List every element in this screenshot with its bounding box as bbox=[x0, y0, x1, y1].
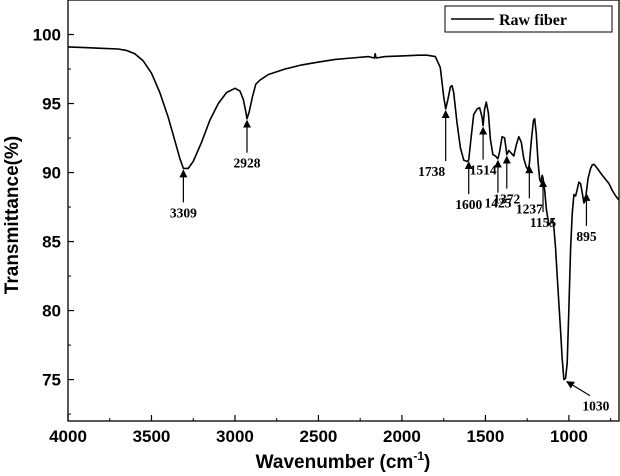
x-axis-title-sup: -1 bbox=[413, 449, 424, 463]
x-tick-label-1500: 1500 bbox=[467, 427, 505, 446]
peak-2928-label: 2928 bbox=[233, 156, 260, 171]
x-axis: 4000 3500 3000 2500 2000 1500 1000 bbox=[49, 415, 612, 446]
x-axis-title-main: Wavenumber (cm bbox=[256, 452, 414, 473]
peak-1237-label: 1237 bbox=[516, 201, 543, 216]
x-tick-label-1000: 1000 bbox=[550, 427, 588, 446]
peak-895-label: 895 bbox=[576, 229, 597, 244]
y-axis: 75 80 85 90 95 100 bbox=[33, 26, 74, 415]
plot-area bbox=[67, 0, 620, 422]
peak-1030-label: 1030 bbox=[582, 399, 609, 414]
y-axis-title: Transmittance(%) bbox=[2, 136, 23, 294]
peak-1425-label: 1425 bbox=[484, 196, 511, 211]
x-axis-title: Wavenumber (cm-1) bbox=[256, 449, 431, 473]
peak-1600-label: 1600 bbox=[455, 197, 482, 212]
peak-1514-label: 1514 bbox=[470, 163, 497, 178]
peak-1372-label: 1372 bbox=[493, 192, 520, 207]
peak-1738-label: 1738 bbox=[418, 164, 445, 179]
y-tick-label-95: 95 bbox=[42, 95, 61, 114]
x-tick-label-4000: 4000 bbox=[49, 427, 87, 446]
legend: Raw fiber bbox=[444, 5, 613, 33]
y-tick-label-100: 100 bbox=[33, 26, 61, 45]
y-tick-label-85: 85 bbox=[42, 233, 61, 252]
x-tick-label-2500: 2500 bbox=[300, 427, 338, 446]
peak-1155-label: 1155 bbox=[530, 215, 557, 230]
peak-3309-label: 3309 bbox=[170, 205, 197, 220]
x-tick-label-3000: 3000 bbox=[216, 427, 254, 446]
x-tick-label-2000: 2000 bbox=[383, 427, 421, 446]
series-line-0 bbox=[67, 46, 620, 381]
legend-label-raw-fiber: Raw fiber bbox=[499, 12, 567, 29]
y-tick-label-90: 90 bbox=[42, 164, 61, 183]
y-tick-label-75: 75 bbox=[42, 371, 61, 390]
peak-1030-arrow bbox=[566, 381, 591, 397]
x-tick-label-3500: 3500 bbox=[133, 427, 171, 446]
series-layer bbox=[67, 46, 620, 381]
x-axis-title-tail: ) bbox=[424, 452, 430, 473]
y-tick-label-80: 80 bbox=[42, 302, 61, 321]
